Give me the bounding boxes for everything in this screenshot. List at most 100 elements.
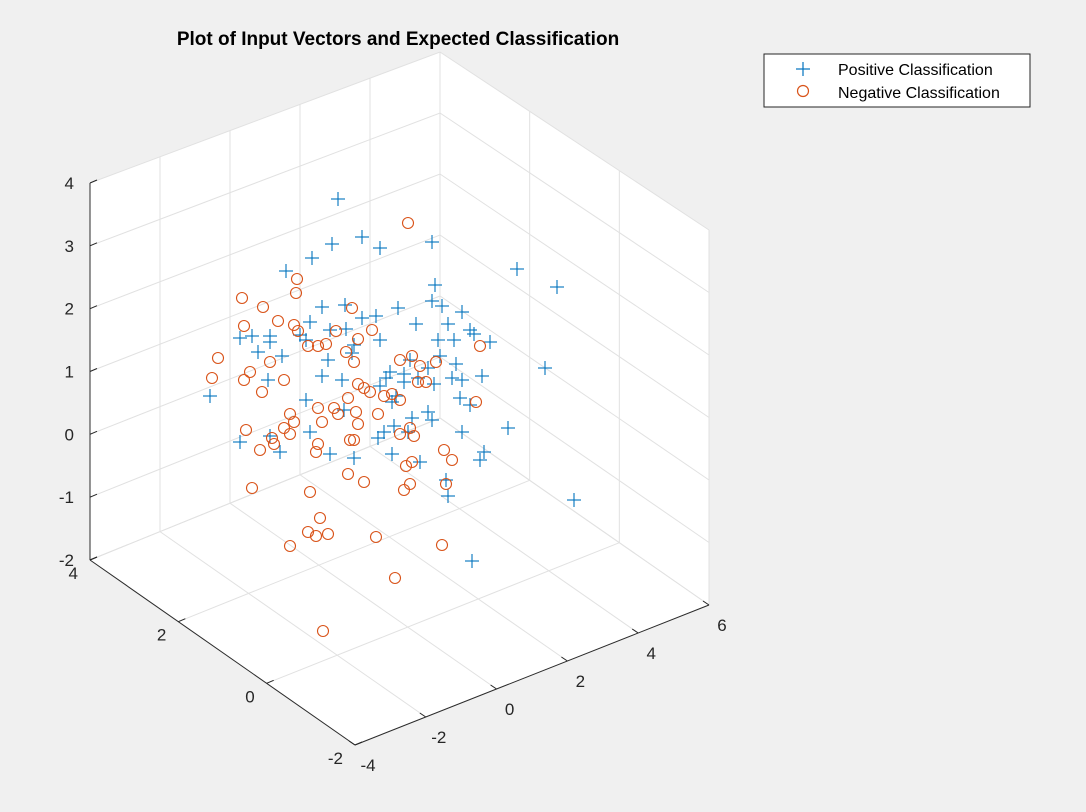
data-point-plus [538,361,552,375]
data-point-plus [427,377,441,391]
data-point-circle [205,371,219,385]
x-tick-label: 2 [576,672,585,691]
data-point-plus [428,278,442,292]
data-point-circle [211,351,225,365]
data-point-circle [309,445,323,459]
data-point-plus [447,333,461,347]
data-point-circle [371,407,385,421]
data-point-circle [351,332,365,346]
x-tick-mark [419,712,427,718]
data-point-plus [299,333,313,347]
data-point-plus [325,237,339,251]
data-point-plus [379,371,393,385]
data-point-circle [439,477,453,491]
data-point-plus [441,317,455,331]
legend-label-positive: Positive Classification [838,62,993,79]
data-point-plus [445,371,459,385]
data-point-circle [287,415,301,429]
y-grid-line [266,170,620,684]
z-tick-mark [89,305,98,310]
data-point-plus [431,333,445,347]
x-tick-mark [702,600,710,606]
legend-box [763,53,1031,108]
x-tick-mark [490,684,497,690]
legend-label-negative: Negative Classification [838,85,1000,102]
data-point-circle [243,365,257,379]
legend-item-negative[interactable]: Negative Classification [796,84,1000,102]
data-point-plus [387,419,401,433]
data-point-circle [429,355,443,369]
x-axis-ticks: -4 -2 0 2 4 6 [348,600,727,775]
data-point-circle [435,538,449,552]
data-point-plus [397,375,411,389]
y-tick-label: 2 [157,626,166,645]
right-back-pane [440,52,709,605]
y-tick-mark [178,618,186,623]
data-point-plus [385,447,399,461]
data-point-plus [355,311,369,325]
data-point-circle [331,407,345,421]
data-point-plus [550,280,564,294]
data-point-plus [455,425,469,439]
data-point-circle [263,355,277,369]
data-point-plus [463,323,477,337]
data-point-plus [483,335,497,349]
z-tick-label: 4 [65,174,74,193]
y-grid-line [89,52,441,561]
data-point-plus [425,413,439,427]
data-point-circle [393,353,407,367]
data-point-circle [399,459,413,473]
legend-item-positive[interactable]: Positive Classification [796,62,993,79]
data-point-circle [351,377,365,391]
data-point-plus [373,241,387,255]
z-tick-label: 0 [65,425,74,444]
x-tick-label: 0 [505,700,514,719]
data-point-plus [385,395,399,409]
data-point-plus [501,421,515,435]
data-point-plus [261,373,275,387]
z-tick-mark [89,430,98,435]
z-tick-label: 1 [65,363,74,382]
x-tick-label: -2 [431,728,446,747]
z-tick-label: -2 [59,551,74,570]
data-point-plus [369,309,383,323]
z-tick-mark [89,368,98,372]
plot-area [89,51,710,746]
data-point-circle [303,485,317,499]
data-point-circle [265,431,279,445]
y-tick-label: 4 [69,564,78,583]
data-point-plus [299,393,313,407]
data-point-circle [351,417,365,431]
data-point-circle [329,324,343,338]
data-point-circle [419,375,433,389]
data-point-circle [319,337,333,351]
chart-title: Plot of Input Vectors and Expected Class… [177,29,619,50]
data-point-plus [233,435,247,449]
data-point-circle [290,272,304,286]
y-axis-line [89,559,356,746]
z-tick-mark [89,242,98,247]
data-point-circle [437,443,451,457]
data-point-circle [341,467,355,481]
data-point-circle [445,453,459,467]
data-point-plus [475,369,489,383]
data-point-circle [283,427,297,441]
data-point-plus [251,345,265,359]
data-point-plus [275,349,289,363]
data-point-circle [388,571,402,585]
data-point-plus [409,317,423,331]
data-point-circle [339,345,353,359]
data-point-circle [321,527,335,541]
data-point-plus [373,333,387,347]
data-point-circle [311,401,325,415]
legend[interactable]: Positive Classification Negative Classif… [763,53,1031,108]
data-point-circle [393,427,407,441]
data-point-circle [327,401,341,415]
data-point-plus [323,447,337,461]
data-point-plus [331,192,345,206]
data-point-plus [455,373,469,387]
data-point-plus [425,294,439,308]
series-negative [205,216,487,638]
data-point-plus [391,301,405,315]
data-point-circle [237,373,251,387]
